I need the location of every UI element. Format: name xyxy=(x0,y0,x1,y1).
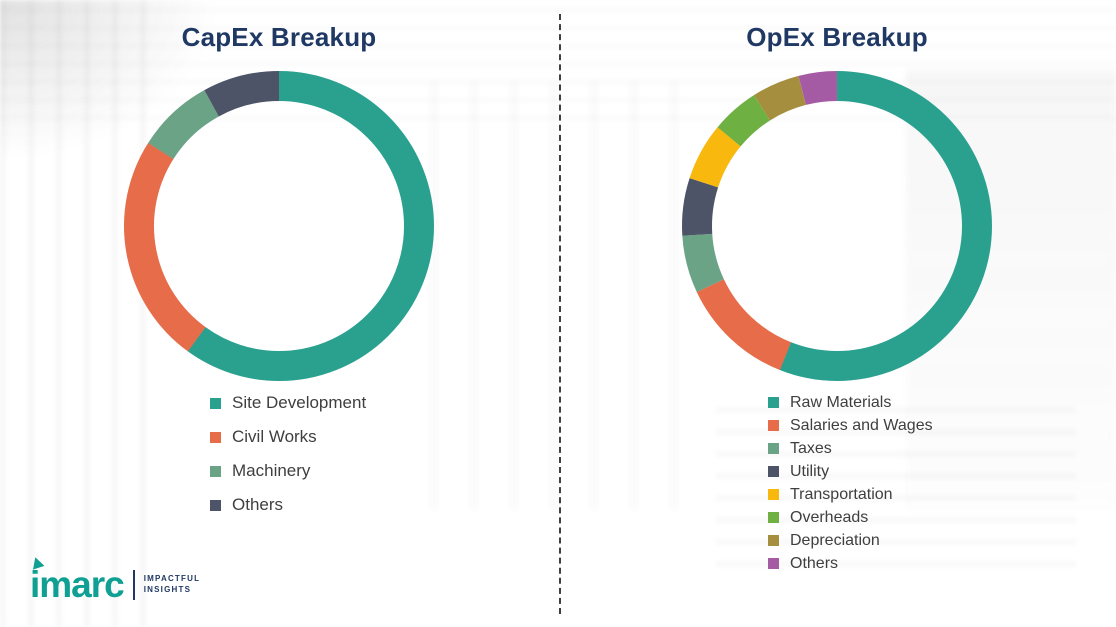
legend-swatch xyxy=(768,489,779,500)
imarc-logo-text: imarc xyxy=(30,564,125,605)
legend-swatch xyxy=(768,535,779,546)
panel-divider-dashed-line xyxy=(559,14,561,614)
capex-legend: Site Development Civil Works Machinery Othe… xyxy=(210,386,366,522)
legend-label: Utility xyxy=(790,462,830,480)
legend-item: Overheads xyxy=(768,506,933,529)
imarc-logo-mark: imarc xyxy=(29,555,125,605)
donut-segment-raw-materials xyxy=(682,71,992,381)
legend-swatch xyxy=(768,512,779,523)
legend-item: Taxes xyxy=(768,437,933,460)
legend-label: Taxes xyxy=(790,439,832,457)
legend-item: Depreciation xyxy=(768,529,933,552)
imarc-tagline-line1: IMPACTFUL xyxy=(143,573,201,583)
opex-donut-chart xyxy=(677,66,997,386)
legend-label: Others xyxy=(232,495,284,514)
opex-legend: Raw Materials Salaries and Wages Taxes Util… xyxy=(768,391,933,575)
legend-label: Others xyxy=(790,554,839,572)
legend-item: Transportation xyxy=(768,483,933,506)
legend-label: Depreciation xyxy=(790,531,880,549)
donut-segment-overheads xyxy=(682,71,992,381)
donut-segment-machinery xyxy=(124,71,434,381)
donut-segment-utility xyxy=(682,70,992,381)
legend-item: Salaries and Wages xyxy=(768,414,933,437)
legend-swatch xyxy=(210,431,221,443)
opex-donut-svg xyxy=(682,70,992,381)
legend-swatch xyxy=(210,465,221,477)
capex-chart-title: CapEx Breakup xyxy=(181,22,377,52)
imarc-logo-divider xyxy=(132,569,135,600)
legend-label: Salaries and Wages xyxy=(790,416,933,434)
legend-label: Machinery xyxy=(232,461,311,480)
legend-item: Machinery xyxy=(210,454,366,488)
legend-label: Overheads xyxy=(790,508,869,526)
capex-panel: CapEx Breakup Site Development Civil Work… xyxy=(119,22,439,522)
donut-segment-depreciation xyxy=(682,71,992,381)
donut-segment-taxes xyxy=(682,71,992,381)
donut-segment-transportation xyxy=(682,71,992,381)
donut-segment-others xyxy=(124,71,434,381)
legend-label: Site Development xyxy=(232,393,367,412)
legend-swatch xyxy=(768,397,779,408)
opex-chart-title: OpEx Breakup xyxy=(746,22,928,52)
donut-segment-others xyxy=(682,70,992,381)
legend-label: Transportation xyxy=(790,485,893,503)
legend-item: Others xyxy=(210,488,366,522)
legend-label: Raw Materials xyxy=(790,393,892,411)
donut-segment-civil-works xyxy=(123,70,434,381)
legend-swatch xyxy=(210,499,221,511)
legend-swatch xyxy=(768,420,779,431)
legend-swatch xyxy=(210,397,221,409)
legend-label: Civil Works xyxy=(232,427,317,446)
legend-item: Utility xyxy=(768,460,933,483)
legend-swatch xyxy=(768,443,779,454)
legend-item: Site Development xyxy=(210,386,366,420)
capex-donut-svg xyxy=(123,70,434,381)
imarc-tagline-line2: INSIGHTS xyxy=(143,584,192,594)
legend-swatch xyxy=(768,466,779,477)
imarc-logo: imarc IMPACTFUL INSIGHTS xyxy=(29,555,201,605)
imarc-logo-tagline: IMPACTFUL INSIGHTS xyxy=(143,573,201,595)
legend-item: Civil Works xyxy=(210,420,366,454)
legend-item: Raw Materials xyxy=(768,391,933,414)
legend-item: Others xyxy=(768,552,933,575)
donut-segment-salaries-and-wages xyxy=(682,71,992,381)
opex-panel: OpEx Breakup Raw Materials Salaries and W… xyxy=(558,0,1116,627)
capex-donut-chart xyxy=(119,66,439,386)
legend-swatch xyxy=(768,558,779,569)
